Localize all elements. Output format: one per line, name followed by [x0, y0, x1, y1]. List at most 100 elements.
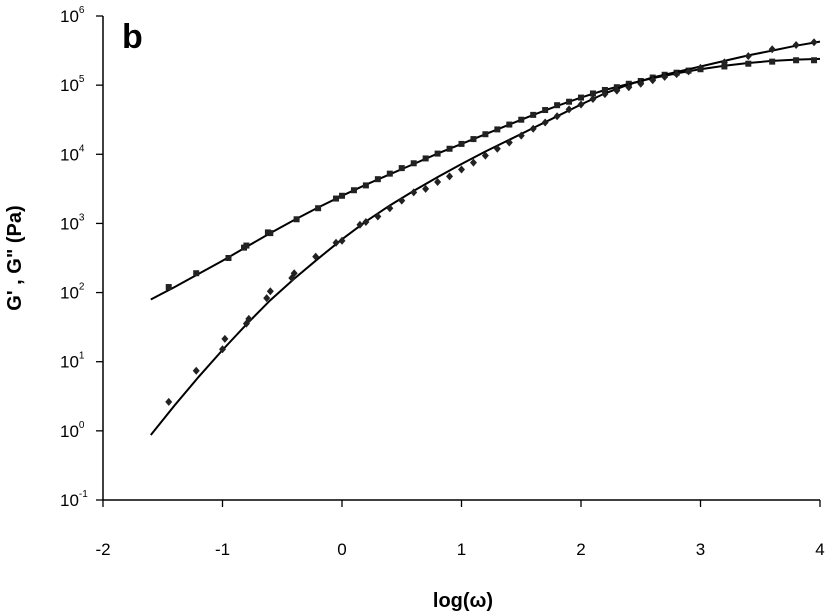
data-point — [470, 136, 477, 143]
data-point — [625, 83, 633, 92]
x-tick-label: -2 — [95, 540, 110, 559]
data-point — [637, 79, 645, 88]
data-point — [685, 67, 693, 76]
data-point — [263, 294, 271, 303]
data-point — [266, 287, 274, 296]
data-point — [165, 397, 173, 406]
x-axis-ticks: -2 -1 0 1 2 3 4 — [95, 500, 825, 559]
data-point — [398, 165, 405, 172]
data-point — [529, 124, 537, 133]
plot-area: 10-1 100 101 102 103 104 105 106 -2 -1 0 1 2 3 4 — [60, 5, 825, 559]
data-point — [469, 158, 477, 167]
data-point — [398, 196, 406, 205]
data-point — [811, 57, 818, 64]
data-point — [333, 195, 340, 202]
data-point — [589, 90, 596, 97]
data-point — [332, 238, 340, 247]
y-axis-title: G' , G" (Pa) — [4, 205, 26, 310]
data-point — [482, 131, 489, 138]
data-point — [225, 255, 232, 261]
data-point — [165, 284, 172, 291]
data-point — [374, 212, 382, 221]
data-point — [434, 177, 442, 186]
y-tick-label: 104 — [60, 143, 85, 164]
data-point — [481, 151, 489, 160]
data-point — [589, 94, 597, 103]
data-point — [613, 86, 621, 95]
data-point — [362, 218, 370, 227]
data-point — [243, 242, 250, 249]
data-point — [530, 111, 537, 118]
data-point — [768, 45, 776, 54]
fit-line-series-1 — [150, 57, 821, 301]
data-point — [673, 70, 681, 79]
x-tick-label: -1 — [215, 540, 230, 559]
x-tick-label: 0 — [337, 540, 346, 559]
data-point — [792, 41, 800, 50]
data-point — [720, 58, 728, 67]
data-point — [541, 118, 549, 127]
y-tick-label: 100 — [60, 420, 85, 441]
fit-line-series-2 — [150, 40, 821, 436]
data-point — [745, 60, 752, 67]
data-point — [458, 140, 465, 147]
data-point — [566, 98, 573, 105]
y-tick-label: 106 — [60, 5, 85, 26]
data-point — [744, 52, 752, 61]
data-point — [810, 38, 818, 47]
data-point — [338, 236, 346, 245]
data-point — [601, 90, 609, 99]
data-point — [362, 182, 369, 189]
data-point — [219, 345, 226, 354]
data-point — [518, 116, 525, 123]
data-point — [578, 94, 584, 101]
data-point — [517, 131, 525, 140]
data-point — [312, 252, 320, 261]
data-point — [192, 366, 200, 375]
data-point — [601, 86, 608, 93]
data-point — [193, 270, 200, 277]
data-point — [350, 187, 357, 194]
data-point — [410, 160, 417, 167]
data-point — [493, 144, 501, 153]
data-point — [434, 150, 441, 157]
y-axis-ticks: 10-1 100 101 102 103 104 105 106 — [60, 5, 103, 510]
data-point — [721, 63, 728, 70]
data-point — [697, 63, 704, 72]
y-tick-label: 10-1 — [60, 489, 88, 510]
data-point — [649, 76, 657, 85]
data-point — [505, 138, 513, 147]
data-point — [506, 121, 513, 128]
x-tick-label: 3 — [696, 540, 705, 559]
data-point — [422, 155, 429, 162]
data-point — [553, 112, 561, 121]
data-point — [374, 176, 381, 183]
data-point — [356, 220, 364, 229]
x-tick-label: 2 — [576, 540, 585, 559]
data-point — [661, 72, 669, 81]
data-point — [410, 188, 418, 197]
data-point — [793, 57, 800, 64]
x-tick-label: 1 — [457, 540, 466, 559]
panel-label: b — [122, 18, 143, 56]
data-point — [339, 192, 345, 199]
data-point — [290, 269, 298, 278]
data-point — [446, 145, 453, 152]
data-point — [221, 334, 229, 343]
x-axis-title: log(ω) — [433, 590, 493, 612]
data-point — [293, 216, 300, 223]
data-point — [577, 100, 585, 109]
data-point — [315, 205, 322, 212]
data-point — [542, 107, 549, 114]
y-tick-label: 103 — [60, 212, 85, 233]
y-tick-label: 102 — [60, 282, 85, 303]
y-tick-label: 101 — [60, 351, 85, 372]
data-point — [386, 170, 393, 177]
data-point — [422, 184, 430, 193]
x-tick-label: 4 — [815, 540, 824, 559]
data-point — [494, 126, 501, 133]
data-point — [267, 230, 274, 237]
series-layer — [150, 38, 821, 436]
data-point — [554, 102, 561, 109]
